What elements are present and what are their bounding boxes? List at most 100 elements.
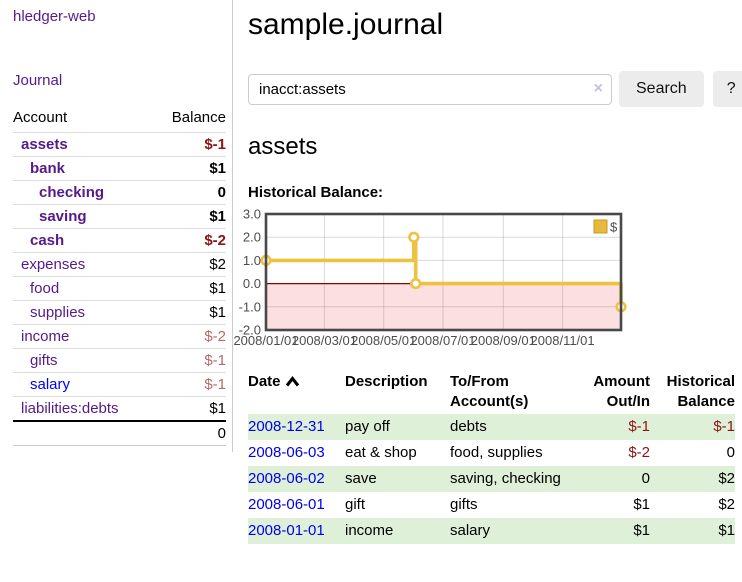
account-balance: $2 [153, 252, 226, 277]
account-balance: $1 [153, 276, 226, 301]
account-balance: $1 [153, 204, 226, 229]
sidebar-account-link[interactable]: expenses [21, 256, 86, 273]
transaction-balance: $2 [718, 470, 735, 487]
account-balance: $-1 [153, 132, 226, 157]
sidebar-account-link[interactable]: bank [30, 160, 66, 177]
transaction-balance: $-1 [713, 418, 735, 435]
svg-text:2008/11/01: 2008/11/01 [531, 333, 595, 348]
account-heading: assets [248, 133, 318, 160]
transaction-accounts: saving, checking [450, 470, 561, 487]
account-row: supplies $1 [13, 300, 226, 325]
account-row: salary $-1 [13, 372, 226, 397]
register-header-balance: Historical Balance [666, 373, 735, 410]
sidebar-account-link[interactable]: checking [39, 184, 105, 201]
accounts-total-value: 0 [153, 420, 226, 446]
transaction-amount: 0 [641, 470, 650, 487]
svg-text:2008/03/01: 2008/03/01 [292, 333, 357, 348]
transaction-accounts: salary [450, 522, 491, 539]
account-balance: $-1 [153, 348, 226, 373]
chart-x-axis: 2008/01/01 2008/03/01 2008/05/01 2008/07… [233, 333, 594, 348]
sidebar-account-link[interactable]: gifts [30, 352, 58, 369]
register-header-date-label: Date [248, 373, 281, 390]
register-header-accounts: To/From Account(s) [450, 373, 529, 410]
transaction-date-link[interactable]: 2008-01-01 [248, 522, 325, 539]
sidebar-account-link[interactable]: income [21, 328, 70, 345]
account-row: checking 0 [13, 180, 226, 205]
accounts-total-row: 0 [13, 420, 226, 446]
svg-text:2008/01/01: 2008/01/01 [233, 333, 298, 348]
transaction-amount: $1 [633, 522, 650, 539]
transaction-date-link[interactable]: 2008-06-03 [248, 444, 325, 461]
transaction-row: 2008-06-03 eat & shop food, supplies $-2 0 [248, 440, 735, 466]
search-button[interactable]: Search [619, 71, 704, 107]
sidebar-account-link[interactable]: salary [30, 376, 71, 393]
register-header-amount: Amount Out/In [593, 373, 650, 410]
transaction-description: income [345, 522, 394, 539]
account-balance: $-2 [153, 228, 226, 253]
svg-text:2.0: 2.0 [243, 230, 261, 245]
account-row: expenses $2 [13, 252, 226, 277]
register-table: Date Description To/From Account(s) Amou… [248, 370, 735, 544]
account-balance: $-2 [153, 324, 226, 349]
transaction-amount: $-2 [628, 444, 650, 461]
legend-label: $ [610, 220, 618, 235]
sidebar-account-link[interactable]: supplies [30, 304, 86, 321]
account-row: saving $1 [13, 204, 226, 229]
svg-text:-1.0: -1.0 [239, 299, 261, 314]
account-row: gifts $-1 [13, 348, 226, 373]
transaction-description: gift [345, 496, 366, 513]
transaction-row: 2008-01-01 income salary $1 $1 [248, 518, 735, 544]
chart-border [264, 212, 623, 332]
transaction-date-link[interactable]: 2008-06-01 [248, 496, 325, 513]
sidebar-account-link[interactable]: cash [30, 232, 65, 249]
svg-text:0.0: 0.0 [243, 276, 261, 291]
transaction-accounts: gifts [450, 496, 478, 513]
transaction-row: 2008-12-31 pay off debts $-1 $-1 [248, 414, 735, 440]
register-header-date[interactable]: Date [248, 370, 345, 414]
sidebar-account-link[interactable]: food [30, 280, 60, 297]
svg-text:2008/05/01: 2008/05/01 [351, 333, 416, 348]
sidebar-account-link[interactable]: assets [21, 136, 68, 153]
transaction-description: pay off [345, 418, 390, 435]
search-bar: × Search ? [248, 71, 742, 107]
transaction-amount: $-1 [628, 418, 650, 435]
chart-data-points [260, 231, 627, 313]
transaction-row: 2008-06-01 gift gifts $1 $2 [248, 492, 735, 518]
transaction-balance: 0 [726, 444, 735, 461]
sidebar-account-link[interactable]: liabilities:debts [21, 400, 119, 417]
clear-search-icon[interactable]: × [593, 79, 603, 97]
svg-text:2008/07/01: 2008/07/01 [410, 333, 475, 348]
account-row: assets $-1 [13, 132, 226, 157]
sidebar-item-journal[interactable]: Journal [13, 72, 63, 89]
account-row: cash $-2 [13, 228, 226, 253]
app-title-link[interactable]: hledger-web [13, 8, 96, 25]
register-header-description: Description [345, 373, 428, 390]
chart-title: Historical Balance: [248, 184, 384, 201]
account-balance: $1 [153, 300, 226, 325]
transaction-date-link[interactable]: 2008-06-02 [248, 470, 325, 487]
svg-text:2008/09/01: 2008/09/01 [471, 333, 536, 348]
svg-text:-2.0: -2.0 [239, 323, 261, 338]
account-row: liabilities:debts $1 [13, 396, 226, 421]
legend-swatch-icon [593, 219, 608, 234]
svg-text:3.0: 3.0 [243, 208, 261, 222]
sidebar-account-link[interactable]: saving [39, 208, 87, 225]
search-input[interactable] [248, 73, 612, 105]
page-title: sample.journal [248, 8, 444, 41]
account-balance: $1 [153, 396, 226, 421]
account-row: bank $1 [13, 156, 226, 181]
transaction-description: eat & shop [345, 444, 417, 461]
accounts-table: Account Balance assets $-1 bank $1 checking 0… [13, 106, 226, 446]
main-content: sample.journal × Search ? assets Histori… [233, 0, 742, 544]
accounts-header-balance: Balance [171, 109, 226, 126]
page: hledger-web Journal Account Balance asse… [0, 0, 742, 544]
chart-negative-region [266, 283, 621, 330]
transaction-date-link[interactable]: 2008-12-31 [248, 418, 325, 435]
account-balance: 0 [153, 180, 226, 205]
transaction-description: save [345, 470, 377, 487]
help-button[interactable]: ? [712, 71, 742, 107]
sidebar: hledger-web Journal Account Balance asse… [0, 0, 233, 452]
chart-legend: $ [593, 219, 618, 235]
transaction-row: 2008-06-02 save saving, checking 0 $2 [248, 466, 735, 492]
transaction-balance: $1 [718, 522, 735, 539]
